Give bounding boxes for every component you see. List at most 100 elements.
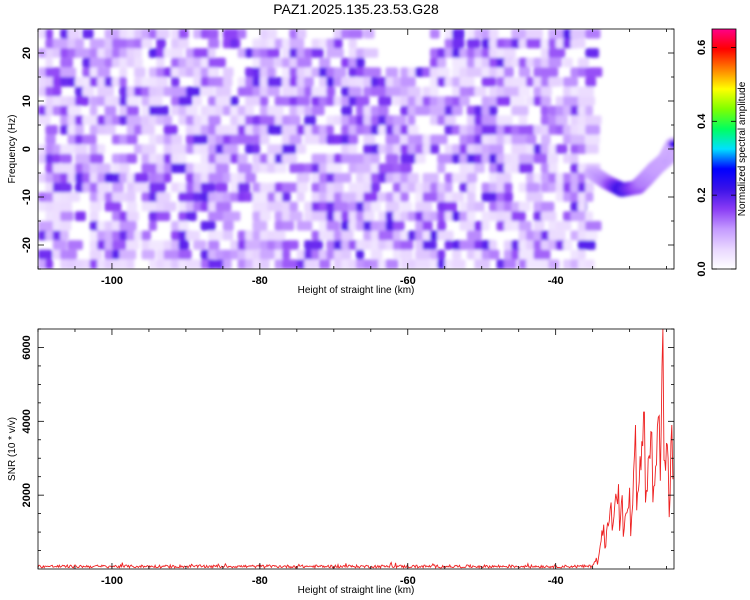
spectrogram-cell (311, 192, 321, 202)
spectrogram-cell (526, 182, 541, 193)
spectrogram-cell (282, 221, 295, 231)
spectrogram-cell (444, 182, 453, 193)
spectrogram-cell (474, 163, 485, 173)
spectrogram-cell (267, 201, 282, 212)
spectrogram-cell (289, 105, 298, 116)
spectrogram-cell (126, 57, 136, 68)
spectrogram-cell (474, 144, 483, 154)
spectrogram-cell (430, 230, 440, 241)
spectrogram-cell (252, 125, 261, 135)
spectrogram-cell (452, 173, 468, 183)
spectrogram-cell (348, 86, 362, 97)
spectrogram-cell (185, 230, 201, 241)
spectrogram-cell (208, 249, 217, 260)
spectrogram-cell (45, 96, 54, 106)
spectrogram-cell (67, 105, 82, 116)
spectrogram-cell (119, 77, 127, 87)
spectrogram-cell (60, 144, 77, 154)
spectrogram-cell (141, 38, 153, 49)
spectrogram-cell (341, 192, 358, 202)
spectrogram-cell (430, 86, 439, 97)
spectrogram-cell (208, 115, 221, 125)
spectrogram-cell (563, 125, 573, 135)
spectrogram-cell (363, 115, 372, 125)
spectrogram-cell (75, 96, 89, 106)
spectrogram-cell (89, 38, 105, 49)
spectrogram-cell (489, 144, 504, 154)
spectrogram-cell (60, 201, 73, 212)
spectrogram-cell (193, 240, 207, 250)
spectrogram-cell (533, 153, 548, 164)
spectrogram-cell (178, 249, 192, 260)
spectrogram-cell (356, 57, 365, 68)
spectrogram-cell (400, 249, 413, 260)
spectrogram-cell (222, 230, 234, 241)
spectrogram-cell (526, 77, 534, 87)
spectrogram-cell (422, 182, 430, 193)
spectrogram-cell (289, 163, 305, 173)
spectrogram-cell (415, 153, 426, 164)
spectrogram-cell (141, 230, 151, 241)
spectrogram-cell (148, 29, 158, 39)
spectrogram-cell (112, 192, 130, 202)
spectrogram-cell (444, 115, 456, 125)
spectrogram-cell (570, 29, 586, 39)
spectrogram-cell (208, 259, 217, 269)
spectrogram-cell (466, 38, 481, 49)
spectrogram-cell (178, 38, 189, 49)
spectrogram-cell (548, 230, 566, 241)
spectrogram-cell (363, 211, 375, 221)
spectrogram-cell (60, 77, 68, 87)
spectrogram-cell (193, 115, 201, 125)
spectrogram-cell (311, 105, 325, 116)
spectrogram-cell (533, 57, 543, 68)
spectrogram-cell (67, 29, 81, 39)
spectrogram-cell (533, 221, 545, 231)
spectrogram-cell (518, 201, 531, 212)
spectrogram-cell (311, 211, 329, 221)
spectrogram-cell (393, 144, 402, 154)
spectrogram-cell (178, 115, 188, 125)
spectrogram-cell (319, 259, 331, 269)
spectrogram-cell (200, 86, 215, 97)
spectrogram-cell (282, 144, 297, 154)
spectrogram-cell (563, 96, 581, 106)
spectrogram-cell (466, 57, 476, 68)
spectrogram-cell (466, 67, 484, 77)
spectrogram-cell (126, 211, 140, 221)
spectrogram-cell (326, 38, 336, 49)
spectrogram-cell (38, 201, 48, 212)
snr-series-line (38, 329, 674, 569)
spectrogram-cell (585, 125, 601, 135)
spectrogram-cell (326, 125, 334, 135)
spectrogram-cell (430, 144, 440, 154)
spectrogram-cell (296, 221, 313, 231)
spectrogram-cell (348, 182, 358, 193)
snr-background (38, 329, 674, 569)
spectrogram-cell (437, 163, 446, 173)
colorbar-tick-label: 0.0 (696, 261, 708, 276)
spectrogram-cell (503, 86, 522, 97)
spectrogram-cell (400, 211, 410, 221)
spectrogram-cell (230, 38, 239, 49)
spectrogram-cell (319, 77, 328, 87)
chart-title: PAZ1.2025.135.23.53.G28 (273, 1, 439, 17)
spectrogram-cell (245, 105, 255, 116)
spectrogram-cell (200, 221, 216, 231)
spectrogram-cell (326, 163, 343, 173)
spectrogram-cell (437, 230, 454, 241)
spectrogram-cell (97, 173, 105, 183)
spectrogram-cell (156, 105, 169, 116)
spectrogram-cell (112, 182, 124, 193)
spectrogram-cell (208, 201, 216, 212)
spectrogram-cell (60, 230, 69, 241)
spectrogram-cell (282, 211, 292, 221)
spectrogram-cell (126, 96, 141, 106)
spectrogram-cell (60, 153, 72, 164)
spectrogram-cell (193, 29, 201, 39)
spectrogram-cell (385, 86, 403, 97)
spectrogram-cell (171, 144, 188, 154)
spectrogram-cell (119, 134, 129, 145)
spectrogram-cell (585, 182, 594, 193)
spectrogram-cell (474, 201, 485, 212)
